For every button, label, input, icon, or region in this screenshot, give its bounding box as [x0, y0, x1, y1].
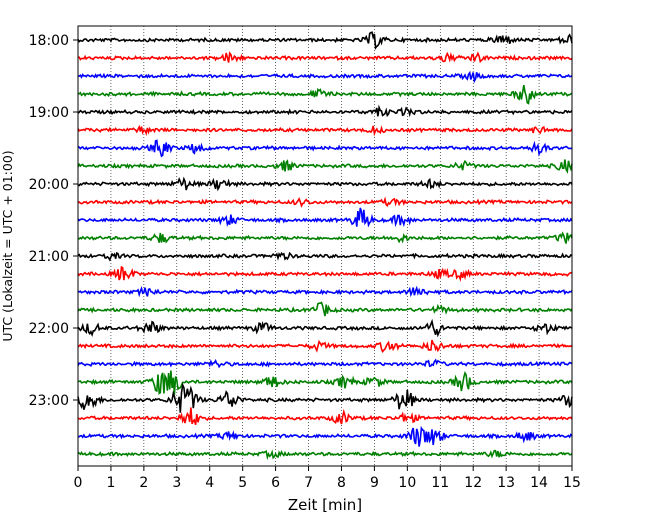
- x-axis-label: Zeit [min]: [288, 496, 362, 514]
- trace-2130: [77, 285, 573, 298]
- x-tick-label: 2: [139, 475, 148, 491]
- y-tick-label: 22:00: [29, 321, 69, 337]
- trace-2000: [77, 176, 573, 192]
- x-tick-label: 11: [431, 475, 449, 491]
- y-tick-label: 20:00: [29, 177, 69, 193]
- x-tick-label: 1: [106, 475, 115, 491]
- y-tick-label: 18:00: [29, 33, 69, 49]
- trace-2030: [77, 207, 573, 228]
- trace-1930: [77, 139, 573, 158]
- x-tick-label: 14: [530, 475, 548, 491]
- y-axis-ticks: 18:00 19:00 20:00 21:00 22:00 23:00: [29, 33, 78, 409]
- y-axis-label: UTC (Lokalzeit = UTC + 01:00): [0, 150, 15, 341]
- y-tick-label: 23:00: [29, 393, 69, 409]
- plot-frame: [77, 25, 573, 467]
- x-tick-label: 0: [74, 475, 83, 491]
- trace-2300: [77, 382, 573, 413]
- x-tick-label: 7: [304, 475, 313, 491]
- trace-2245: [77, 370, 573, 395]
- trace-2115: [77, 265, 573, 282]
- x-tick-label: 4: [205, 475, 214, 491]
- trace-2315: [77, 407, 573, 425]
- x-tick-label: 5: [238, 475, 247, 491]
- x-tick-label: 6: [271, 475, 280, 491]
- x-tick-label: 3: [172, 475, 181, 491]
- y-tick-label: 19:00: [29, 105, 69, 121]
- seismogram-traces: [77, 31, 573, 461]
- x-tick-label: 9: [370, 475, 379, 491]
- trace-2215: [77, 339, 573, 353]
- x-tick-label: 12: [464, 475, 482, 491]
- trace-2200: [77, 318, 573, 338]
- trace-1900: [77, 104, 573, 118]
- trace-2345: [77, 449, 573, 461]
- trace-2145: [77, 301, 573, 317]
- trace-2230: [77, 358, 573, 369]
- trace-1915: [77, 124, 573, 137]
- trace-2100: [77, 251, 573, 262]
- trace-1945: [77, 159, 573, 175]
- trace-1800: [77, 31, 573, 51]
- trace-1830: [77, 70, 573, 84]
- trace-2330: [77, 425, 573, 447]
- x-tick-label: 10: [398, 475, 416, 491]
- trace-1815: [77, 51, 573, 64]
- y-tick-label: 21:00: [29, 249, 69, 265]
- trace-2015: [77, 196, 573, 208]
- x-axis-ticks: 0 1 2 3 4 5 6 7 8 9 10 11 12 13 14 15: [74, 466, 581, 491]
- trace-1845: [77, 84, 573, 105]
- x-tick-label: 13: [497, 475, 515, 491]
- x-tick-label: 8: [337, 475, 346, 491]
- trace-2045: [77, 231, 573, 244]
- x-tick-label: 15: [563, 475, 581, 491]
